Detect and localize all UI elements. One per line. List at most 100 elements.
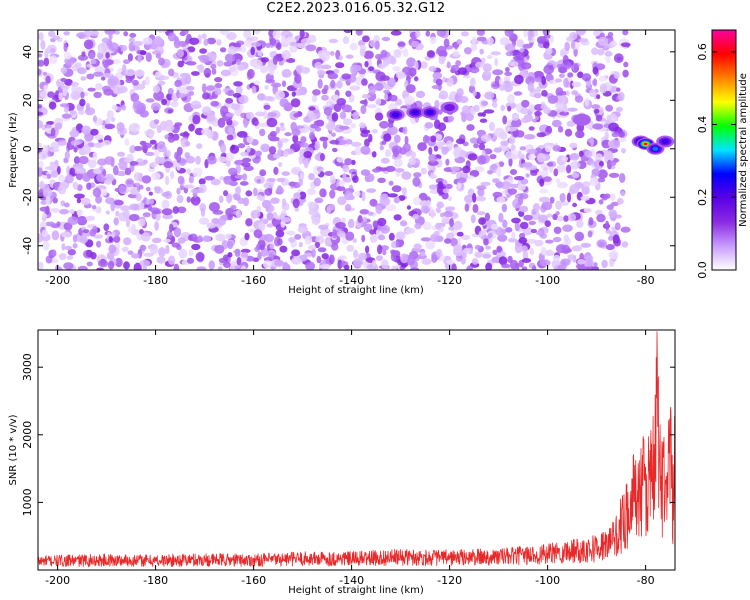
heatmap-cell bbox=[162, 214, 174, 220]
heatmap-cell bbox=[151, 237, 162, 244]
heatmap-cell bbox=[214, 244, 225, 254]
heatmap-cell bbox=[208, 260, 215, 270]
heatmap-cell bbox=[237, 143, 246, 149]
heatmap-cell bbox=[354, 146, 363, 156]
heatmap-cell bbox=[522, 250, 529, 260]
heatmap-cell bbox=[150, 102, 161, 111]
heatmap-cell bbox=[324, 238, 332, 247]
heatmap-cell bbox=[117, 151, 126, 157]
heatmap-cell bbox=[42, 240, 50, 251]
heatmap-cell bbox=[45, 195, 51, 206]
heatmap-cell bbox=[363, 50, 374, 60]
heatmap-cell bbox=[62, 87, 68, 97]
heatmap-cell bbox=[500, 140, 509, 146]
heatmap-cell bbox=[379, 145, 384, 151]
heatmap-cell bbox=[598, 75, 607, 82]
heatmap-cell bbox=[298, 241, 303, 248]
heatmap-cell bbox=[314, 197, 324, 204]
y-tick-label: 40 bbox=[21, 45, 34, 59]
heatmap-cell bbox=[545, 47, 553, 55]
heatmap-cell bbox=[505, 151, 514, 160]
heatmap-cell bbox=[375, 204, 383, 215]
x-tick-label: -100 bbox=[535, 574, 560, 587]
heatmap-cell bbox=[81, 197, 91, 206]
heatmap-cell bbox=[477, 188, 485, 197]
heatmap-cell bbox=[243, 39, 255, 48]
heatmap-cell bbox=[253, 187, 258, 197]
heatmap-cell bbox=[278, 126, 286, 132]
heatmap-cell bbox=[583, 207, 593, 213]
heatmap-cell bbox=[299, 191, 307, 200]
heatmap-cell bbox=[177, 206, 187, 214]
heatmap-cell bbox=[114, 257, 123, 268]
heatmap-cell bbox=[135, 193, 142, 202]
heatmap-cell bbox=[545, 249, 554, 256]
heatmap-cell bbox=[508, 157, 513, 167]
heatmap-cell bbox=[510, 169, 517, 175]
heatmap-cell bbox=[223, 175, 234, 185]
heatmap-cell bbox=[392, 147, 399, 158]
heatmap-cell bbox=[299, 30, 305, 38]
heatmap-cell bbox=[249, 36, 254, 42]
heatmap-cell bbox=[162, 146, 168, 153]
heatmap-cell bbox=[123, 261, 130, 270]
heatmap-cell bbox=[259, 128, 266, 137]
heatmap-cell bbox=[490, 223, 499, 231]
heatmap-cell bbox=[107, 75, 119, 86]
heatmap-cell bbox=[446, 61, 451, 69]
heatmap-cell bbox=[176, 48, 184, 58]
heatmap-cell bbox=[476, 185, 487, 191]
heatmap-cell bbox=[588, 217, 594, 226]
heatmap-cell bbox=[45, 221, 55, 227]
heatmap-cell bbox=[195, 251, 205, 262]
heatmap-cell bbox=[199, 48, 208, 54]
heatmap-cell bbox=[151, 172, 161, 181]
heatmap-cell bbox=[544, 145, 552, 153]
heatmap-cell bbox=[546, 213, 553, 218]
heatmap-cell bbox=[69, 129, 80, 138]
heatmap-cell bbox=[359, 48, 366, 57]
heatmap-cell bbox=[393, 49, 402, 59]
heatmap-cell bbox=[239, 181, 249, 186]
heatmap-cell bbox=[447, 115, 455, 122]
heatmap-cell bbox=[129, 187, 137, 195]
heatmap-cell bbox=[254, 150, 262, 157]
heatmap-cell bbox=[204, 72, 211, 78]
heatmap-cell bbox=[481, 150, 486, 156]
heatmap-cell bbox=[327, 121, 336, 132]
heatmap-cell bbox=[420, 61, 428, 69]
heatmap-cell bbox=[589, 177, 599, 187]
heatmap-cell bbox=[368, 85, 376, 95]
heatmap-cell bbox=[39, 180, 45, 189]
heatmap-cell bbox=[219, 176, 224, 181]
heatmap-cell bbox=[138, 218, 146, 227]
heatmap-cell bbox=[105, 210, 110, 215]
heatmap-cell bbox=[111, 104, 118, 111]
heatmap-cell bbox=[186, 196, 191, 203]
heatmap-cell bbox=[526, 238, 537, 244]
colorbar-tick-label: 0.2 bbox=[696, 189, 709, 207]
heatmap-cell bbox=[125, 218, 131, 228]
snr-series-line bbox=[38, 331, 675, 568]
heatmap-cell bbox=[470, 77, 476, 87]
heatmap-cell bbox=[490, 51, 502, 56]
heatmap-cell bbox=[223, 261, 231, 268]
heatmap-cell bbox=[281, 171, 291, 176]
heatmap-cell bbox=[607, 32, 614, 37]
heatmap-cell bbox=[288, 237, 296, 243]
heatmap-cell bbox=[200, 207, 206, 217]
heatmap-cell bbox=[206, 85, 216, 91]
heatmap-cell bbox=[552, 145, 562, 152]
heatmap-cell bbox=[446, 259, 455, 265]
heatmap-cell bbox=[395, 241, 400, 248]
heatmap-cell bbox=[207, 155, 217, 165]
heatmap-cell bbox=[104, 123, 116, 130]
heatmap-cell bbox=[108, 244, 117, 254]
heatmap-cell bbox=[507, 188, 517, 195]
heatmap-cell bbox=[311, 216, 321, 226]
heatmap-cell bbox=[581, 73, 592, 82]
heatmap-cell bbox=[61, 231, 71, 238]
heatmap-cell bbox=[291, 256, 302, 265]
heatmap-cell bbox=[464, 47, 472, 55]
heatmap-cell bbox=[96, 240, 102, 248]
